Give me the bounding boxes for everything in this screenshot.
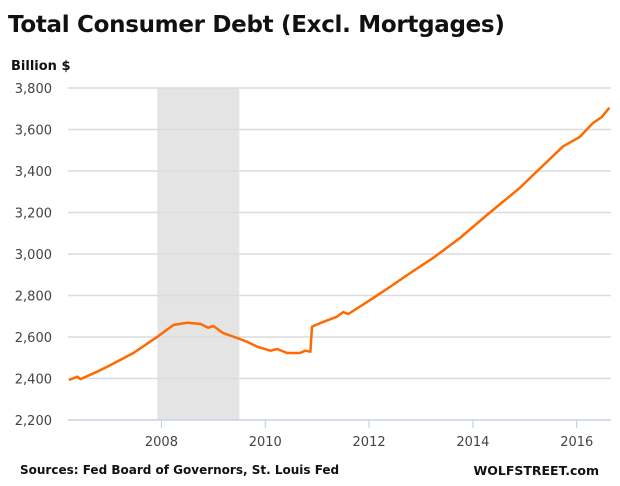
x-tick-label: 2014 xyxy=(456,435,489,450)
y-tick-label: 2,400 xyxy=(15,373,52,388)
y-tick-label: 3,000 xyxy=(15,248,52,263)
x-tick-label: 2008 xyxy=(145,435,178,450)
y-tick-label: 2,800 xyxy=(15,290,52,305)
y-tick-label: 3,400 xyxy=(15,165,52,180)
y-tick-label: 3,200 xyxy=(15,207,52,222)
source-note: Sources: Fed Board of Governors, St. Lou… xyxy=(20,463,340,477)
chart-title: Total Consumer Debt (Excl. Mortgages) xyxy=(8,12,505,38)
y-tick-label: 3,600 xyxy=(15,124,52,139)
y-axis-label: Billion $ xyxy=(11,59,71,74)
brand-label: WOLFSTREET.com xyxy=(473,463,599,478)
x-tick-label: 2016 xyxy=(560,435,593,450)
y-tick-label: 3,800 xyxy=(15,82,52,97)
y-tick-label: 2,600 xyxy=(15,331,52,346)
y-tick-label: 2,200 xyxy=(15,414,52,429)
series-line xyxy=(68,106,611,382)
x-tick-label: 2010 xyxy=(249,435,282,450)
x-tick-label: 2012 xyxy=(353,435,386,450)
